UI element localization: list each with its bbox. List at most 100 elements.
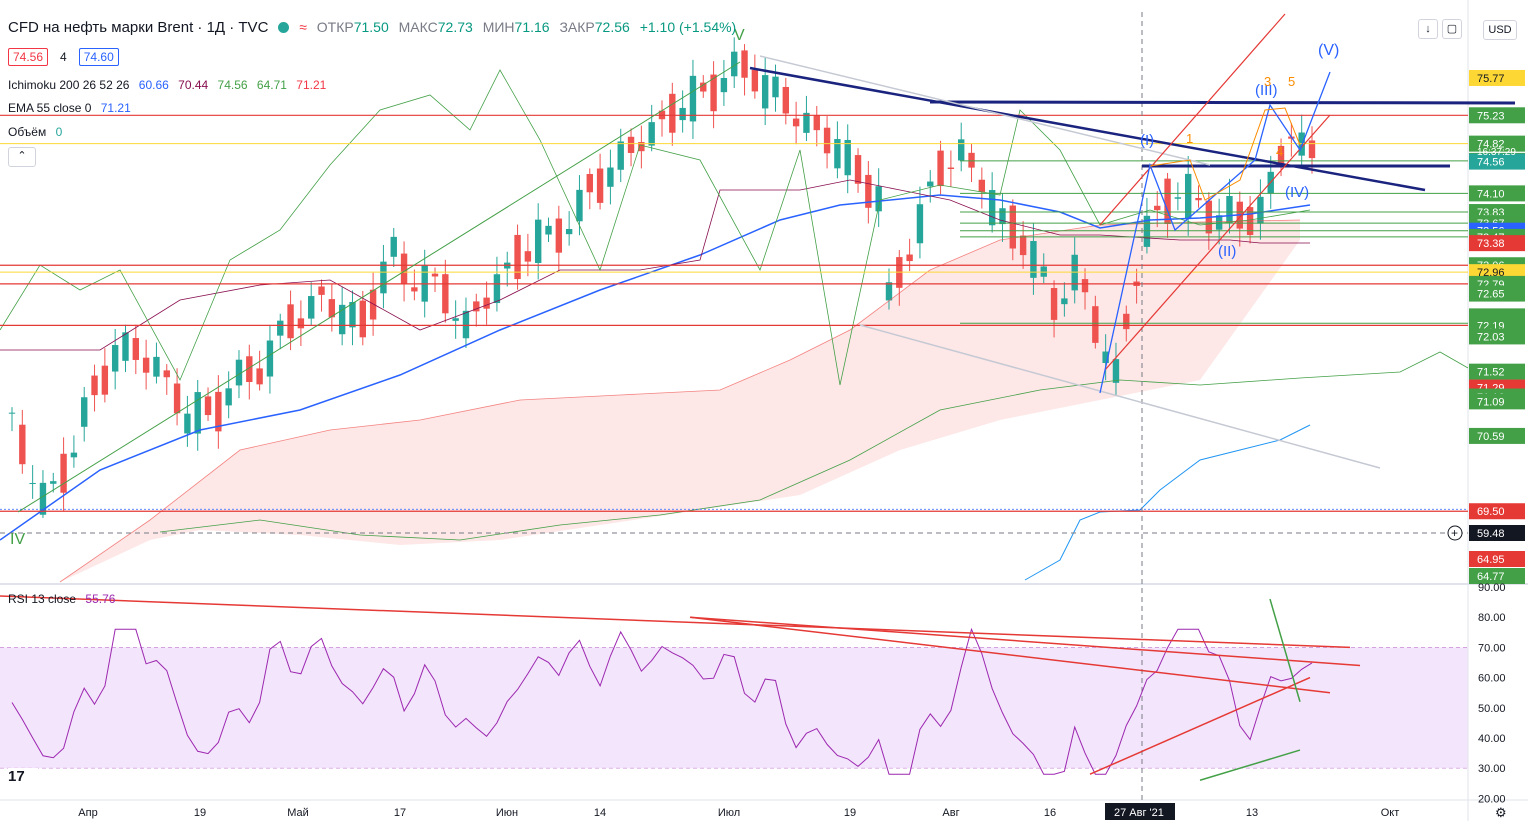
candle xyxy=(442,259,449,323)
volume-legend[interactable]: Объём 0 xyxy=(8,125,63,139)
candle xyxy=(184,395,191,447)
candle xyxy=(411,269,418,301)
elliott-wave-path xyxy=(1099,71,1331,394)
ema-line xyxy=(0,194,1311,541)
candle xyxy=(885,268,893,310)
maximize-icon[interactable]: ▢ xyxy=(1442,19,1462,39)
candle xyxy=(761,57,769,126)
change-value: +1.10 (+1.54%) xyxy=(639,19,737,35)
candle xyxy=(91,364,98,412)
wave-label: V xyxy=(734,27,745,44)
candle xyxy=(29,465,36,499)
price-label-bg xyxy=(1469,393,1525,410)
time-axis-label: Май xyxy=(287,807,309,819)
candle xyxy=(173,368,181,426)
rsi-axis-label: 40.00 xyxy=(1478,733,1506,745)
bid-button[interactable]: 74.56 xyxy=(8,48,49,66)
wave-label: (III) xyxy=(1255,82,1278,99)
candle xyxy=(514,224,521,290)
candle xyxy=(380,244,387,309)
price-axis-label: 72.65 xyxy=(1477,289,1505,301)
price-label-bg xyxy=(1469,235,1525,252)
price-axis-label: 75.77 xyxy=(1477,73,1505,85)
settings-icon: ⚙ xyxy=(1495,805,1507,820)
wave-label: 1 xyxy=(1186,131,1193,146)
candle xyxy=(803,95,810,142)
candle xyxy=(308,282,315,326)
candle xyxy=(81,386,88,442)
candle xyxy=(875,168,882,227)
time-axis-label: Апр xyxy=(78,807,97,819)
candle xyxy=(916,186,924,259)
candle xyxy=(338,287,346,346)
tradingview-logo: 17 xyxy=(8,768,38,790)
rsi-trendline xyxy=(689,616,1361,667)
candle xyxy=(70,435,78,468)
candle xyxy=(741,44,748,96)
rsi-band xyxy=(0,647,1468,769)
price-label-bg xyxy=(1469,69,1525,86)
price-axis-label: 69.50 xyxy=(1477,506,1505,518)
candle xyxy=(720,60,728,106)
candle xyxy=(1154,191,1161,228)
channel-top xyxy=(759,55,1211,166)
candle xyxy=(318,279,325,312)
candle xyxy=(1019,221,1027,269)
time-axis-label: 13 xyxy=(1246,807,1258,819)
candle xyxy=(565,211,573,246)
price-axis-label: 70.59 xyxy=(1477,431,1505,443)
candle xyxy=(596,153,604,210)
wave-label: 4 xyxy=(1276,144,1283,159)
price-axis-label: 71.52 xyxy=(1477,367,1505,379)
price-label-bg xyxy=(1469,135,1525,152)
channel-red-lower xyxy=(1104,114,1331,371)
wave-label: (II) xyxy=(1218,243,1236,260)
candle xyxy=(854,148,862,193)
candle xyxy=(1195,185,1202,208)
rsi-legend[interactable]: RSI 13 close 55.76 xyxy=(8,592,116,606)
candle xyxy=(390,227,397,268)
candle xyxy=(101,348,109,403)
ichimoku-cloud xyxy=(60,220,1300,582)
candle xyxy=(111,328,119,390)
arrow-down-icon[interactable]: ↓ xyxy=(1418,19,1438,39)
wave-label: (I) xyxy=(1140,132,1154,149)
ichimoku-legend[interactable]: Ichimoku 200 26 52 26 60.66 70.44 74.56 … xyxy=(8,78,327,92)
price-label-bg xyxy=(1469,427,1525,444)
candle xyxy=(792,101,800,145)
time-axis-label: Авг xyxy=(942,807,959,819)
rsi-axis-label: 80.00 xyxy=(1478,612,1506,624)
future-kijun-line xyxy=(1024,424,1311,581)
candle xyxy=(225,371,232,419)
rsi-axis-label: 30.00 xyxy=(1478,763,1506,775)
candle xyxy=(1040,253,1047,284)
candle xyxy=(627,128,635,167)
candle xyxy=(751,54,759,99)
price-axis-label: 64.77 xyxy=(1477,571,1505,583)
rsi-divergence xyxy=(1269,598,1301,702)
collapse-legend-button[interactable]: ⌃ xyxy=(8,147,36,167)
crosshair-date-bg xyxy=(1105,803,1175,820)
ohlc-values: ОТКР71.50 МАКС72.73 МИН71.16 ЗАКР72.56 +… xyxy=(316,19,737,35)
candle xyxy=(1174,182,1182,211)
candle xyxy=(555,205,563,271)
price-label-bg xyxy=(1469,363,1525,380)
ask-button[interactable]: 74.60 xyxy=(78,48,119,66)
candle xyxy=(1164,172,1171,238)
candle xyxy=(1081,268,1089,310)
time-axis-label: Июн xyxy=(496,807,518,819)
wave-label: (V) xyxy=(1318,42,1339,59)
wave-label: (IV) xyxy=(1285,184,1309,201)
tenkan-line xyxy=(0,69,1311,386)
bid-ask: 74.56 4 74.60 xyxy=(8,48,125,66)
candle xyxy=(462,297,470,349)
time-axis-label: 14 xyxy=(594,807,606,819)
candle xyxy=(431,267,439,293)
blue-level xyxy=(929,100,1516,105)
currency-select[interactable]: USD xyxy=(1483,20,1517,40)
ema-legend[interactable]: EMA 55 close 0 71.21 xyxy=(8,101,131,115)
plus-icon xyxy=(1447,525,1463,541)
candle xyxy=(328,283,336,332)
